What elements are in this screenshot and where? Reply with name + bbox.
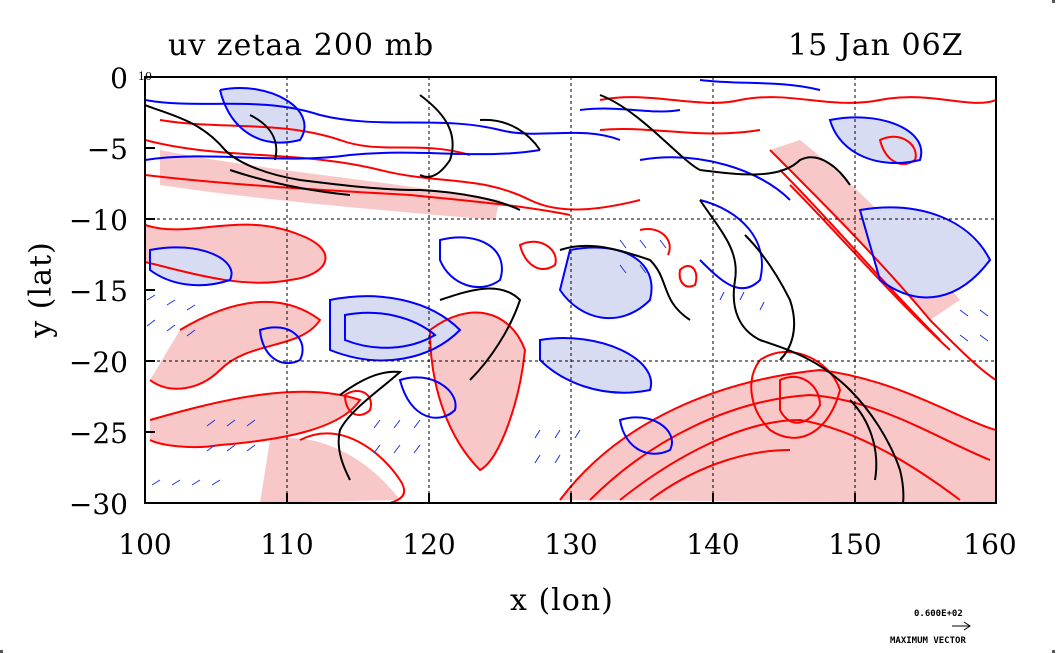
max-vector-arrow-icon bbox=[952, 621, 971, 631]
x-tick-label: 150 bbox=[828, 528, 882, 561]
corner-dot bbox=[0, 650, 3, 653]
map-gridlines bbox=[145, 77, 996, 503]
tick-marks bbox=[145, 147, 856, 503]
x-tick-label: 120 bbox=[402, 528, 456, 561]
y-tick-label: −10 bbox=[68, 204, 128, 237]
y-tick-label: −5 bbox=[86, 133, 128, 166]
corner-dot bbox=[1052, 0, 1055, 3]
y-tick-label: −30 bbox=[68, 488, 128, 521]
y-tick-label: 0 bbox=[110, 62, 128, 95]
y-tick-label: −25 bbox=[68, 417, 128, 450]
wind-vectors bbox=[146, 239, 989, 486]
max-vector-label: MAXIMUM VECTOR bbox=[890, 636, 966, 646]
y-tick-label: −15 bbox=[68, 275, 128, 308]
y-axis-label: y (lat) bbox=[23, 241, 59, 338]
x-axis-label: x (lon) bbox=[510, 583, 614, 618]
corner-label: 10 bbox=[138, 70, 152, 83]
x-tick-label: 130 bbox=[544, 528, 598, 561]
map-title-right: 15 Jan 06Z bbox=[788, 28, 964, 63]
x-tick-label: 160 bbox=[963, 528, 1017, 561]
negative-vorticity-contours bbox=[145, 79, 992, 455]
coastlines bbox=[145, 94, 905, 503]
positive-vorticity-contours bbox=[145, 96, 996, 503]
x-tick-label: 110 bbox=[260, 528, 314, 561]
corner-dot bbox=[1052, 650, 1055, 653]
x-tick-label: 140 bbox=[686, 528, 740, 561]
negative-vorticity-fill bbox=[150, 88, 990, 393]
map-title-left: uv zetaa 200 mb bbox=[168, 28, 435, 63]
max-vector-value: 0.600E+02 bbox=[914, 609, 963, 619]
y-tick-label: −20 bbox=[68, 346, 128, 379]
x-tick-label: 100 bbox=[118, 528, 172, 561]
